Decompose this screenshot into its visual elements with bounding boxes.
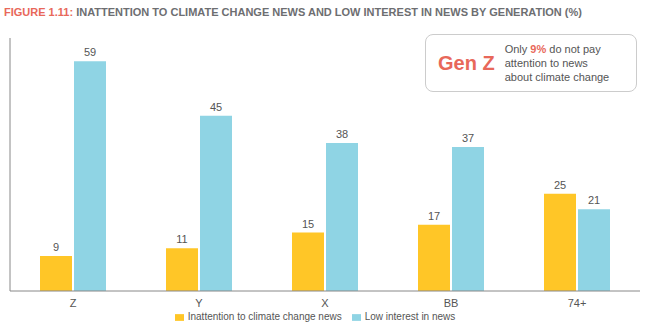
svg-text:Y: Y	[195, 297, 203, 309]
svg-text:45: 45	[210, 101, 222, 113]
svg-text:74+: 74+	[568, 297, 587, 309]
html-text:Gen Z: Gen Z	[438, 51, 495, 74]
svg-text:Z: Z	[70, 297, 77, 309]
svg-text:59: 59	[84, 46, 96, 58]
html-text:attention to news: attention to news	[504, 57, 588, 69]
html-text:FIGURE 1.11: INATTENTION TO CL: FIGURE 1.11: INATTENTION TO CLIMATE CHAN…	[4, 6, 582, 18]
svg-text:21: 21	[588, 194, 600, 206]
svg-text:15: 15	[302, 218, 314, 230]
html-text:about climate change: about climate change	[504, 71, 610, 83]
svg-text:11: 11	[176, 233, 187, 245]
html-text:Inattention to climate change: Inattention to climate change news	[187, 311, 342, 322]
svg-text:9: 9	[53, 241, 59, 253]
svg-text:X: X	[321, 297, 329, 309]
html-text:Low interest in news: Low interest in news	[364, 311, 456, 322]
svg-text:25: 25	[554, 179, 566, 191]
svg-text:17: 17	[428, 210, 440, 222]
svg-text:BB: BB	[444, 297, 459, 309]
svg-text:37: 37	[462, 132, 474, 144]
html-text:Only 9% do not pay: Only 9% do not pay	[504, 43, 601, 55]
svg-text:38: 38	[336, 128, 348, 140]
